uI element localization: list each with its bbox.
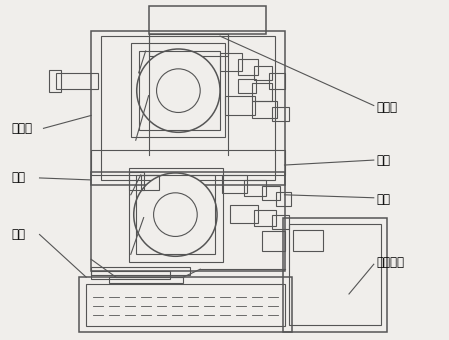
Bar	[141, 175, 158, 190]
Text: 动轮: 动轮	[12, 171, 26, 184]
Text: 控制阀: 控制阀	[377, 101, 398, 114]
Bar	[57, 73, 98, 89]
Bar	[109, 277, 183, 283]
Bar	[91, 31, 285, 185]
Bar	[238, 59, 258, 75]
Bar	[101, 36, 275, 180]
Bar	[269, 73, 285, 89]
Bar	[222, 175, 247, 193]
Bar	[254, 66, 272, 80]
Bar	[149, 34, 228, 56]
Circle shape	[154, 193, 197, 236]
Bar	[254, 210, 276, 225]
Circle shape	[134, 173, 217, 256]
Text: 油槽: 油槽	[12, 228, 26, 241]
Bar	[91, 267, 190, 275]
Bar	[276, 192, 291, 206]
Bar	[86, 284, 285, 326]
Bar	[91, 271, 171, 279]
Bar	[49, 70, 62, 92]
Bar	[139, 51, 220, 130]
Bar	[220, 53, 242, 71]
Bar	[91, 150, 285, 175]
Bar	[252, 101, 277, 118]
Bar	[290, 224, 381, 325]
Bar	[252, 83, 272, 101]
Bar	[262, 186, 280, 200]
Bar	[79, 277, 292, 332]
Bar	[262, 232, 286, 251]
Text: 空心轴: 空心轴	[12, 122, 33, 135]
Bar	[136, 175, 215, 254]
Bar	[282, 218, 387, 332]
Bar	[272, 215, 290, 228]
Bar	[225, 96, 255, 116]
Bar	[149, 6, 266, 34]
Bar	[272, 106, 290, 121]
Bar	[129, 168, 223, 262]
Text: 定轮: 定轮	[377, 154, 391, 167]
Bar	[230, 205, 258, 223]
Bar	[131, 43, 225, 137]
Bar	[244, 180, 266, 196]
Bar	[294, 230, 323, 251]
Bar	[238, 79, 256, 92]
Bar	[129, 172, 144, 190]
Circle shape	[137, 49, 220, 132]
Text: 热交换器: 热交换器	[377, 256, 405, 269]
Text: 凸缘: 凸缘	[377, 193, 391, 206]
Bar	[91, 172, 285, 271]
Circle shape	[157, 69, 200, 113]
